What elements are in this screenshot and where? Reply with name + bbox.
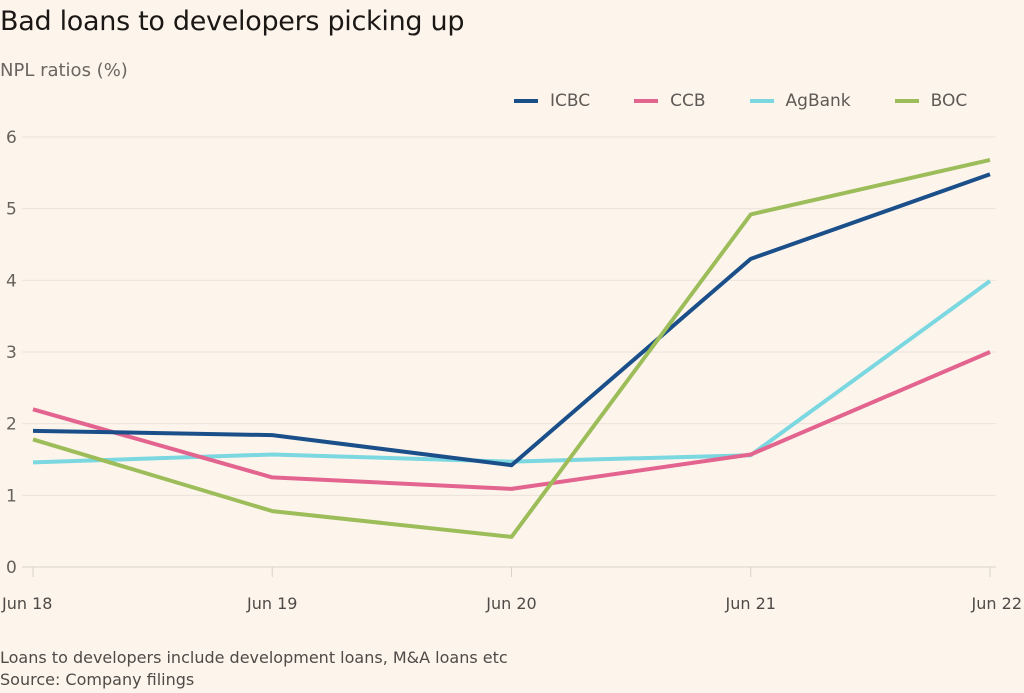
x-tick-label: Jun 20 bbox=[485, 594, 536, 613]
x-tick-label: Jun 18 bbox=[1, 594, 52, 613]
source-note: Source: Company filings bbox=[0, 670, 195, 689]
y-tick-label: 6 bbox=[6, 128, 17, 148]
series-line-agbank bbox=[32, 279, 992, 465]
chart-title: Bad loans to developers picking up bbox=[0, 6, 465, 37]
legend-item-boc: BOC bbox=[894, 91, 968, 111]
legend-label: CCB bbox=[670, 91, 706, 111]
legend-label: ICBC bbox=[550, 91, 591, 111]
footnote: Loans to developers include development … bbox=[0, 648, 508, 667]
x-tick-label: Jun 21 bbox=[725, 594, 776, 613]
y-tick-label: 5 bbox=[6, 200, 17, 220]
x-tick-label: Jun 22 bbox=[971, 594, 1022, 613]
y-tick-label: 0 bbox=[6, 558, 17, 578]
series-line-boc bbox=[32, 157, 991, 539]
chart-subtitle: NPL ratios (%) bbox=[0, 60, 128, 81]
y-tick-label: 1 bbox=[6, 486, 17, 506]
y-tick-label: 2 bbox=[6, 415, 17, 435]
legend-label: BOC bbox=[930, 91, 968, 111]
legend: ICBC CCB AgBank BOC bbox=[514, 91, 1011, 111]
legend-item-icbc: ICBC bbox=[514, 91, 590, 111]
y-tick-label: 3 bbox=[6, 343, 17, 363]
legend-item-agbank: AgBank bbox=[749, 91, 851, 111]
series-line-ccb bbox=[32, 350, 991, 491]
legend-swatch bbox=[749, 99, 774, 103]
legend-swatch bbox=[894, 99, 919, 103]
y-tick-label: 4 bbox=[6, 271, 17, 291]
legend-swatch bbox=[514, 99, 538, 103]
x-tick-label: Jun 19 bbox=[246, 594, 297, 613]
legend-item-ccb: CCB bbox=[634, 91, 706, 111]
legend-label: AgBank bbox=[785, 91, 851, 111]
series-line-icbc bbox=[32, 172, 991, 468]
legend-swatch bbox=[634, 99, 659, 103]
